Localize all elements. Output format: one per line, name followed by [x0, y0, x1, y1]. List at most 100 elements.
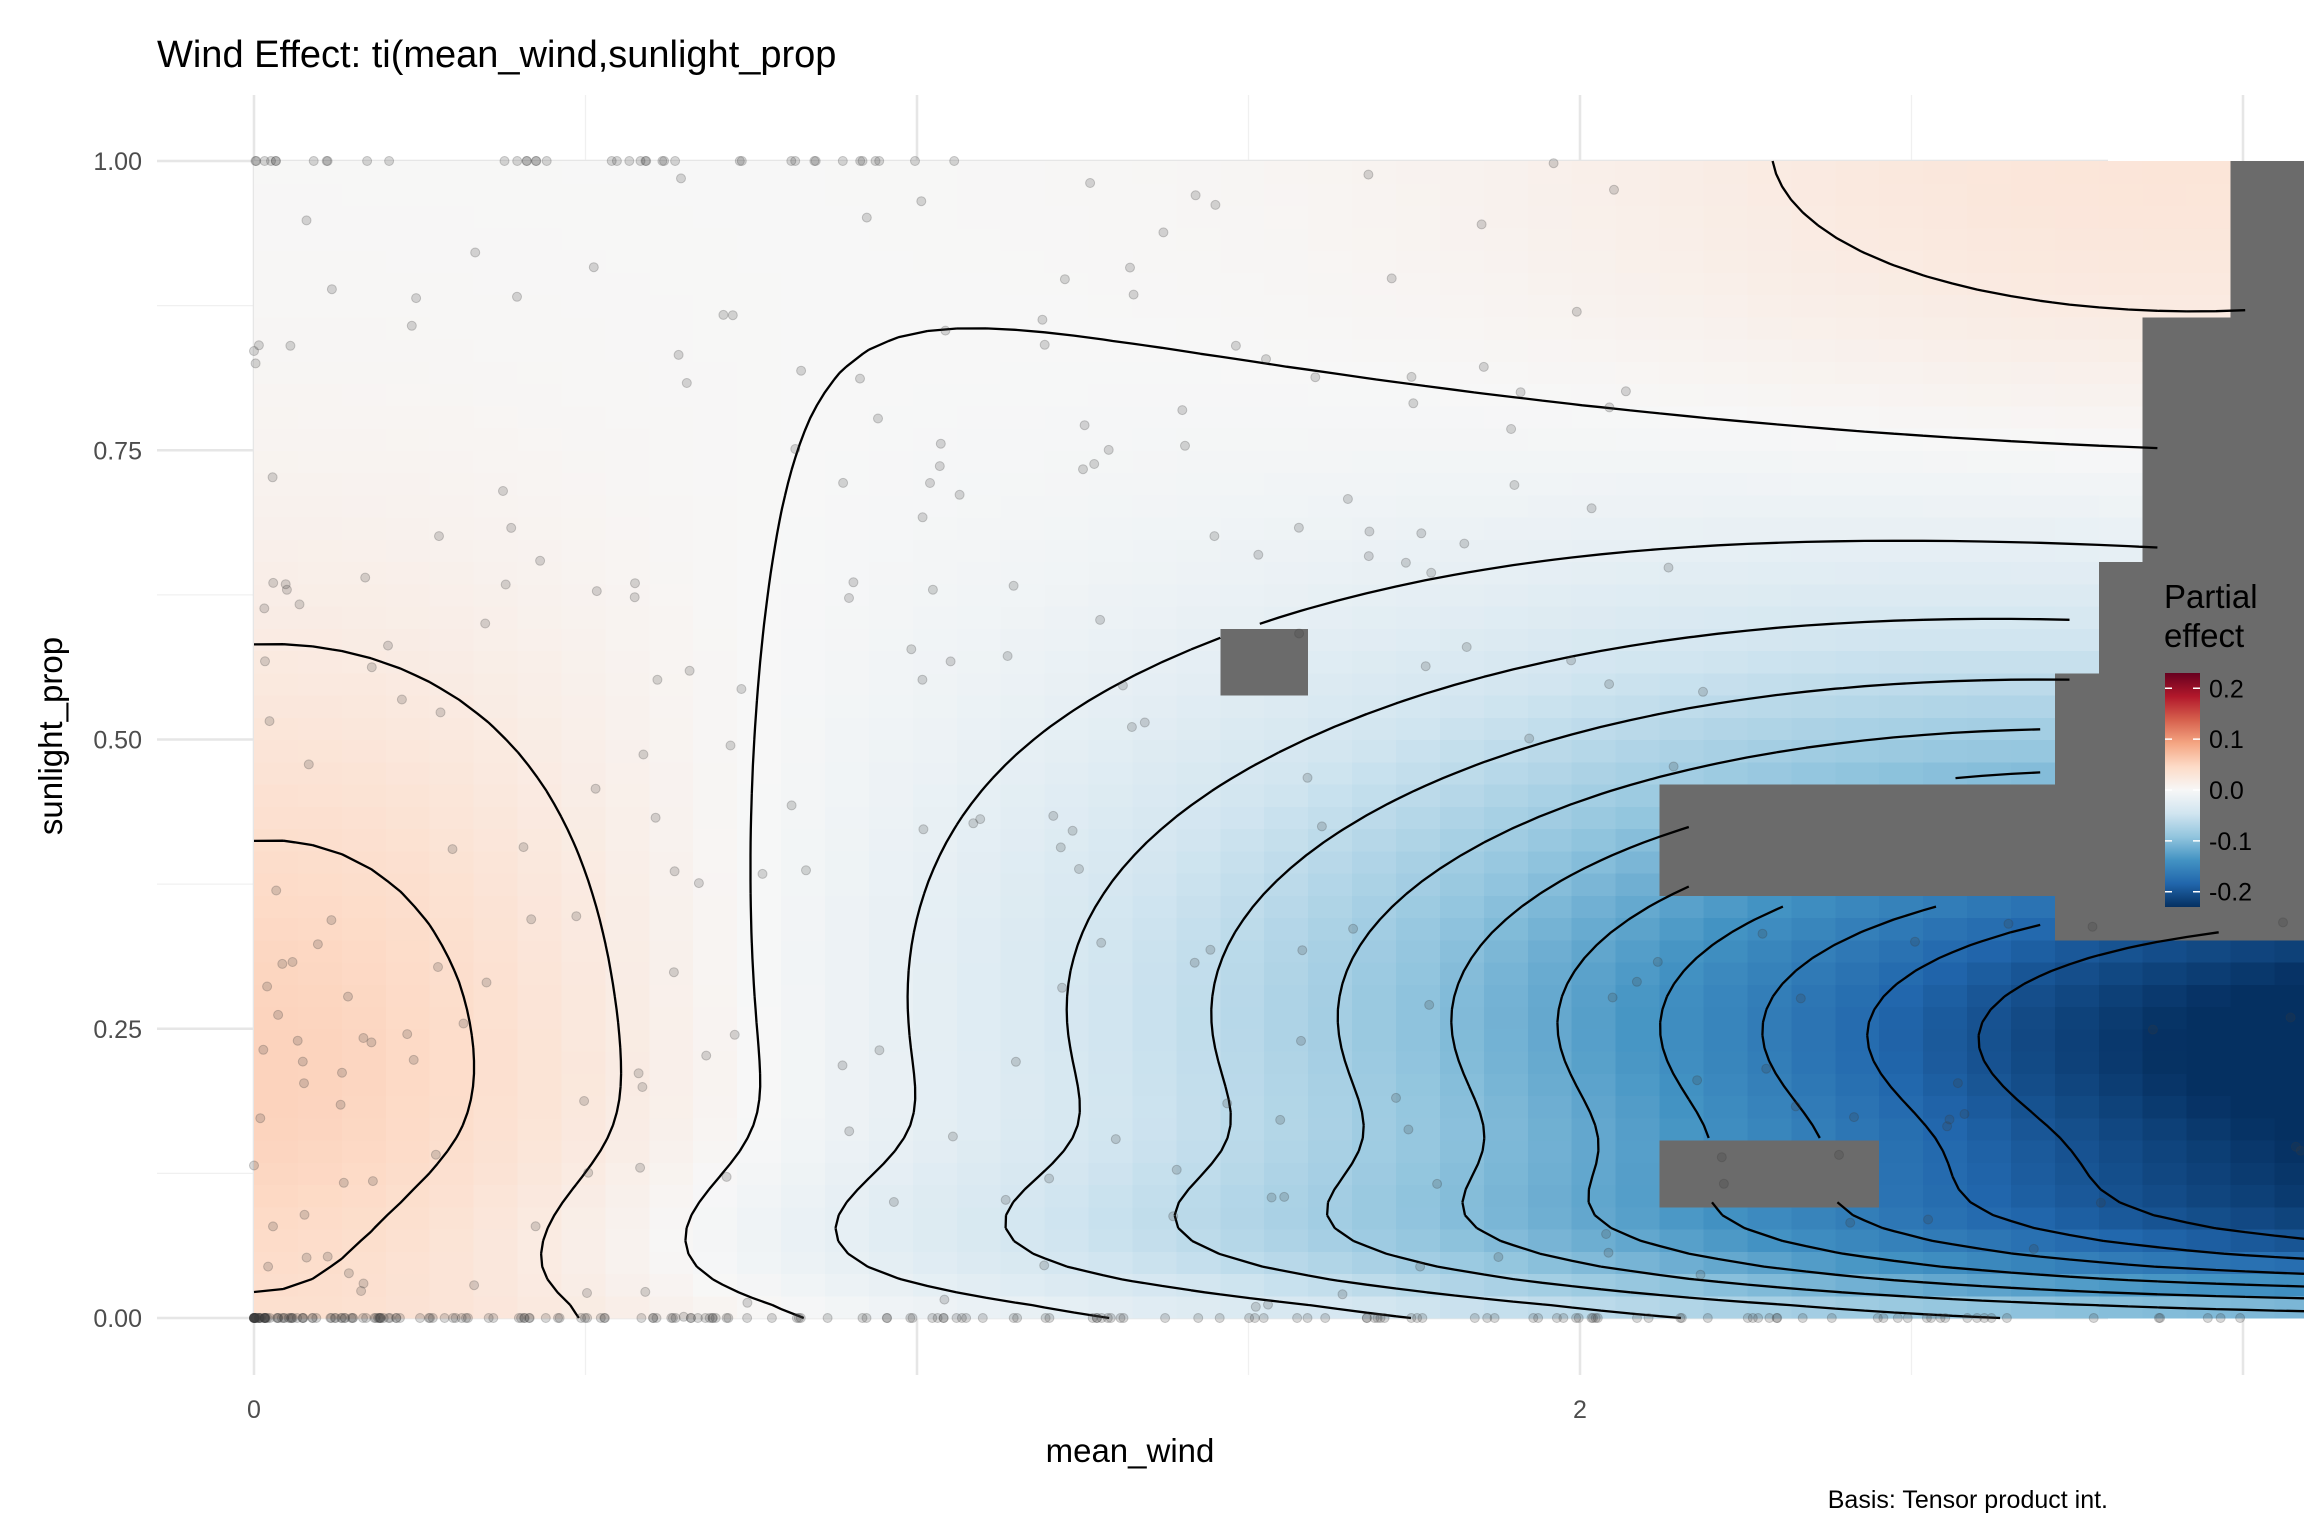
heat-tile: [341, 695, 387, 718]
heat-tile: [1527, 1117, 1573, 1141]
heat-tile: [956, 917, 1002, 941]
data-point: [281, 584, 292, 595]
heat-tile: [1923, 161, 1968, 184]
heat-tile: [1747, 205, 1792, 229]
heat-tile: [1088, 1051, 1134, 1074]
heat-tile: [693, 227, 738, 251]
data-point: [1910, 936, 1920, 947]
heat-tile: [2186, 1117, 2232, 1141]
heat-tile: [1571, 583, 1617, 607]
heat-tile: [473, 472, 519, 496]
heat-tile: [1088, 806, 1134, 830]
heat-tile: [649, 895, 694, 919]
data-point: [1391, 1092, 1401, 1103]
heat-tile: [341, 472, 387, 496]
heat-tile: [1220, 1273, 1265, 1297]
heat-tile: [825, 205, 870, 229]
heat-tile: [341, 784, 387, 807]
heat-tile: [297, 850, 343, 874]
heat-tile: [429, 784, 475, 807]
heat-tile: [1879, 739, 1924, 763]
data-point: [254, 1313, 265, 1323]
heat-tile: [781, 672, 826, 696]
heat-tile: [1615, 895, 1661, 919]
heat-tile: [1967, 183, 2012, 207]
heat-tile: [2274, 784, 2304, 807]
data-point: [906, 644, 917, 655]
heat-tile: [1176, 1251, 1221, 1275]
heat-tile: [1747, 1162, 1792, 1186]
heat-tile: [2274, 1117, 2304, 1141]
heat-tile: [1264, 272, 1309, 296]
heat-tile: [737, 561, 782, 585]
heat-tile: [1791, 272, 1836, 296]
heat-tile: [1000, 739, 1046, 763]
heat-tile: [2098, 205, 2144, 229]
heat-tile: [2230, 650, 2276, 674]
heat-tile: [1132, 784, 1177, 807]
heat-tile: [2142, 561, 2188, 585]
data-point: [325, 1313, 336, 1323]
heat-tile: [693, 1073, 738, 1097]
heat-tile: [1396, 161, 1441, 184]
heat-tile: [1703, 650, 1748, 674]
heat-tile: [825, 161, 870, 184]
heat-tile: [2186, 1184, 2232, 1208]
data-point: [524, 1313, 535, 1323]
heat-tile: [781, 717, 826, 741]
heat-tile: [561, 517, 606, 540]
heat-tile: [1659, 1206, 1705, 1230]
heat-tile: [649, 1006, 694, 1030]
heat-tile: [1703, 695, 1748, 718]
heat-tile: [2274, 428, 2304, 451]
heat-tile: [2230, 405, 2276, 429]
heat-tile: [385, 1073, 431, 1097]
data-point: [1558, 1313, 1569, 1323]
data-point: [1586, 503, 1597, 514]
heat-tile: [868, 316, 914, 340]
heat-tile: [2230, 517, 2276, 540]
heat-tile: [1088, 917, 1134, 941]
heat-tile: [737, 695, 782, 718]
data-point: [1692, 1075, 1703, 1086]
heat-tile: [1527, 739, 1573, 763]
heat-tile: [1132, 672, 1177, 696]
data-point: [273, 1313, 284, 1323]
heat-tile: [825, 1140, 870, 1163]
data-point: [1177, 405, 1188, 416]
heat-tile: [912, 1140, 958, 1163]
heat-tile: [2230, 1006, 2276, 1030]
heat-tile: [912, 583, 958, 607]
heat-tile: [2098, 784, 2144, 807]
heat-tile: [1571, 205, 1617, 229]
y-tick-label: 0.00: [93, 1305, 142, 1333]
data-point: [905, 1313, 916, 1323]
heat-tile: [1439, 873, 1485, 896]
heat-tile: [649, 583, 694, 607]
data-point: [1631, 976, 1642, 987]
heat-tile: [605, 606, 650, 629]
heat-tile: [517, 695, 562, 718]
data-point: [396, 694, 407, 705]
heat-tile: [912, 1117, 958, 1141]
heat-tile: [912, 294, 958, 318]
heat-tile: [254, 1006, 299, 1030]
heat-tile: [1747, 1251, 1792, 1275]
heat-tile: [737, 339, 782, 362]
data-point: [1643, 1313, 1654, 1323]
heat-tile: [1967, 1162, 2012, 1186]
heat-tile: [2274, 695, 2304, 718]
heat-tile: [1747, 517, 1792, 540]
heat-tile: [2142, 472, 2188, 496]
data-point: [629, 592, 640, 603]
heat-tile: [1264, 628, 1309, 652]
heat-tile: [1659, 583, 1705, 607]
heat-tile: [1308, 561, 1353, 585]
heat-tile: [1396, 739, 1441, 763]
heat-tile: [1747, 761, 1792, 785]
data-point: [742, 1313, 753, 1323]
heat-tile: [868, 672, 914, 696]
data-point: [1609, 184, 1619, 195]
heat-tile: [385, 428, 431, 451]
heat-tile: [1044, 1117, 1090, 1141]
